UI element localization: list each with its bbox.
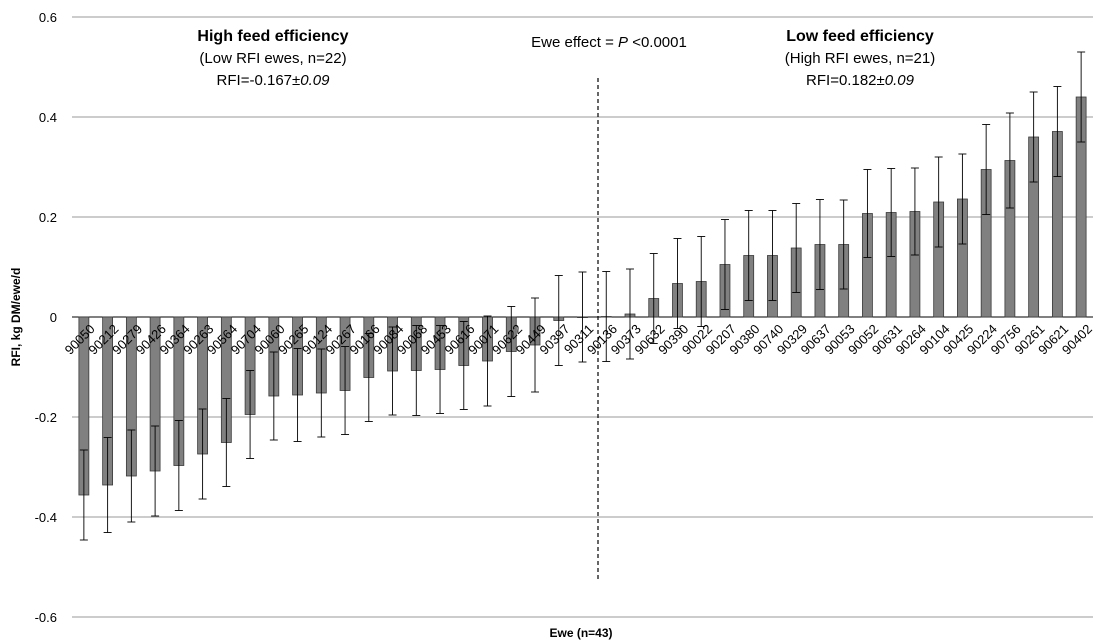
- right-rfi-sd: 0.09: [885, 72, 915, 89]
- y-axis-ticks: 0.6 0.4 0.2 0 -0.2 -0.4 -0.6: [35, 10, 57, 625]
- error-bar: [602, 271, 611, 362]
- left-rfi-prefix: RFI=-0.167±: [217, 72, 301, 89]
- y-tick-label: -0.6: [35, 610, 57, 625]
- left-rfi-sd: 0.09: [300, 72, 330, 89]
- error-bar: [720, 219, 729, 310]
- error-bar: [887, 168, 896, 257]
- y-tick-label: -0.4: [35, 510, 57, 525]
- error-bar: [483, 315, 492, 407]
- right-group-subtitle: (High RFI ewes, n=21): [785, 50, 935, 67]
- error-bar: [412, 325, 421, 416]
- error-bar: [341, 346, 350, 435]
- x-axis-label: Ewe (n=43): [549, 626, 612, 640]
- error-bar: [625, 268, 634, 360]
- error-bars: [79, 51, 1086, 541]
- error-bar: [269, 351, 278, 441]
- left-group-rfi: RFI=-0.167±0.09: [217, 72, 331, 89]
- error-bar: [127, 429, 136, 523]
- error-bar: [103, 437, 112, 533]
- y-tick-label: 0.4: [39, 110, 57, 125]
- y-tick-label: -0.2: [35, 410, 57, 425]
- y-tick-label: 0: [50, 310, 57, 325]
- error-bar: [1077, 51, 1086, 143]
- error-bar: [910, 167, 919, 256]
- gridlines: [72, 16, 1093, 618]
- error-bar: [673, 238, 682, 329]
- error-bar: [198, 408, 207, 500]
- right-group-title: Low feed efficiency: [786, 28, 934, 45]
- error-bar: [768, 210, 777, 301]
- ewe-effect-prefix: Ewe effect =: [531, 34, 618, 51]
- y-tick-label: 0.6: [39, 10, 57, 25]
- ewe-effect-suffix: <0.0001: [628, 34, 687, 51]
- error-bar: [507, 306, 516, 397]
- error-bar: [317, 348, 326, 438]
- y-axis-label: RFI, kg DM/ewe/d: [9, 268, 23, 367]
- error-bar: [151, 425, 160, 517]
- error-bar: [744, 210, 753, 301]
- error-bar: [815, 199, 824, 290]
- error-bar: [863, 169, 872, 258]
- x-axis-ticks: 9005090212902799042690364902639056490704…: [62, 321, 1093, 357]
- error-bar: [1053, 86, 1062, 177]
- left-group-title: High feed efficiency: [197, 28, 348, 45]
- error-bar: [436, 325, 445, 414]
- ewe-effect-p: P: [618, 34, 628, 51]
- ewe-effect-label: Ewe effect = P <0.0001: [531, 34, 687, 51]
- error-bar: [388, 326, 397, 416]
- error-bar: [554, 275, 563, 366]
- error-bar: [839, 199, 848, 290]
- error-bar: [459, 321, 468, 410]
- left-group-subtitle: (Low RFI ewes, n=22): [199, 50, 346, 67]
- right-group-rfi: RFI=0.182±0.09: [806, 72, 915, 89]
- error-bar: [982, 124, 991, 215]
- error-bar: [578, 271, 587, 363]
- error-bar: [364, 333, 373, 422]
- error-bar: [697, 236, 706, 327]
- error-bar: [792, 203, 801, 293]
- error-bar: [649, 253, 658, 344]
- error-bar: [222, 398, 231, 487]
- error-bar: [958, 153, 967, 245]
- error-bar: [79, 449, 88, 541]
- error-bar: [1005, 112, 1014, 209]
- error-bar: [293, 348, 302, 442]
- right-rfi-prefix: RFI=0.182±: [806, 72, 885, 89]
- error-bar: [531, 297, 540, 393]
- y-tick-label: 0.2: [39, 210, 57, 225]
- error-bar: [174, 420, 183, 511]
- error-bar: [246, 370, 255, 459]
- error-bar: [1029, 91, 1038, 183]
- error-bar: [934, 156, 943, 248]
